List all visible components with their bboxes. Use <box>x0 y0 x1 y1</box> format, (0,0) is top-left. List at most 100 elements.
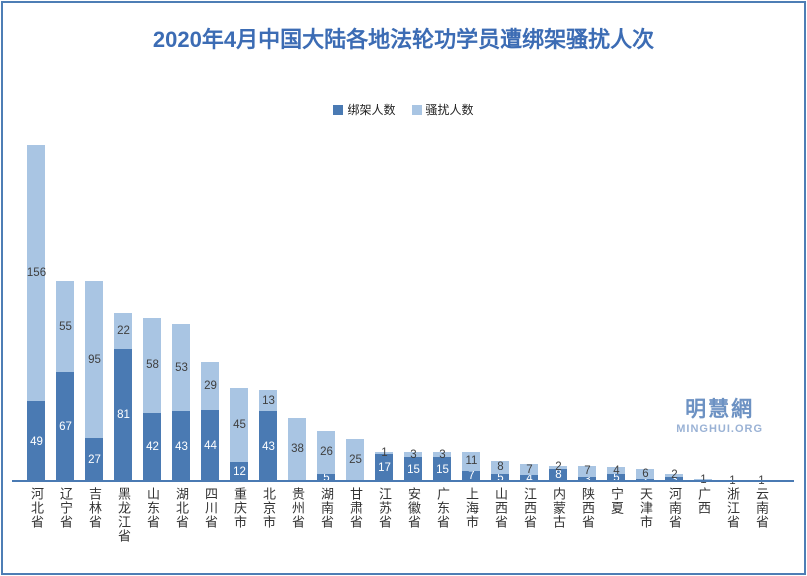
x-axis-label: 吉林省 <box>87 487 102 529</box>
x-axis-label: 浙江省 <box>725 487 740 529</box>
value-label: 58 <box>146 359 159 372</box>
x-axis-label: 重庆市 <box>232 487 247 529</box>
watermark-logo-text: 明慧網 <box>685 398 755 421</box>
x-axis-label: 黑龙江省 <box>116 487 131 543</box>
value-label: 12 <box>233 466 246 479</box>
value-label: 5 <box>613 471 620 484</box>
value-label: 44 <box>204 439 217 452</box>
bar-segment <box>520 475 538 482</box>
value-label: 43 <box>175 440 188 453</box>
value-label: 38 <box>291 443 304 456</box>
x-label-cell: 广东省 <box>428 487 457 543</box>
bar-segment <box>85 437 103 482</box>
x-label-cell: 云南省 <box>747 487 776 543</box>
value-label: 4 <box>613 464 620 477</box>
legend-item-harassed: 骚扰人数 <box>411 101 474 118</box>
chart-title: 2020年4月中国大陆各地法轮功学员遭绑架骚扰人次 <box>152 27 655 52</box>
x-axis-label: 山西省 <box>493 487 508 529</box>
x-label-cell: 重庆市 <box>225 487 254 543</box>
bar-segment <box>317 473 335 482</box>
x-label-cell: 山西省 <box>486 487 515 543</box>
chart-legend: 绑架人数 骚扰人数 <box>0 101 807 118</box>
bar-segment <box>549 465 567 469</box>
bar-column: 43 53 <box>167 145 196 482</box>
bar-segment <box>259 389 277 412</box>
legend-swatch-kidnapped <box>333 104 344 115</box>
legend-swatch-harassed <box>411 104 422 115</box>
x-axis-label: 天津市 <box>638 487 653 529</box>
x-label-cell: 宁夏 <box>602 487 631 543</box>
value-label: 67 <box>59 420 72 433</box>
bar-segment <box>143 317 161 413</box>
x-axis-label: 湖北省 <box>174 487 189 529</box>
bar-segment <box>201 409 219 482</box>
x-label-cell: 贵州省 <box>283 487 312 543</box>
bar-column: 5 26 <box>312 145 341 484</box>
x-axis-label: 四川省 <box>203 487 218 529</box>
bar-segment <box>491 473 509 482</box>
bar-segment <box>404 457 422 482</box>
x-label-cell: 陕西省 <box>573 487 602 543</box>
x-label-cell: 河南省 <box>660 487 689 543</box>
x-label-cell: 黑龙江省 <box>109 487 138 543</box>
x-axis-label: 陕西省 <box>580 487 595 529</box>
bar-segment <box>375 454 393 482</box>
x-axis-labels: 河北省 辽宁省 吉林省 黑龙江省 山东省 湖北省 四川省 重庆市 北京市 贵州省 湖南省 甘肃省 江苏省… <box>22 487 776 543</box>
bar-segment <box>114 348 132 482</box>
bar-segment <box>433 452 451 458</box>
x-axis-label: 广东省 <box>435 487 450 529</box>
legend-label-kidnapped: 绑架人数 <box>347 103 396 117</box>
bar-segment <box>201 362 219 410</box>
bar-segment <box>230 388 248 463</box>
x-label-cell: 内蒙古 <box>544 487 573 543</box>
value-label: 43 <box>262 440 275 453</box>
value-label: 27 <box>88 453 101 466</box>
x-axis-label: 贵州省 <box>290 487 305 529</box>
x-label-cell: 上海市 <box>457 487 486 543</box>
x-axis-line <box>12 480 794 482</box>
x-label-cell: 四川省 <box>196 487 225 543</box>
bar-segment <box>433 457 451 482</box>
value-label: 3 <box>573 473 602 487</box>
bar-column: 37 <box>573 145 602 486</box>
x-axis-label: 辽宁省 <box>58 487 73 529</box>
x-label-cell: 天津市 <box>631 487 660 543</box>
value-label: 4 <box>526 472 533 485</box>
bar-segment <box>636 468 654 479</box>
x-axis-label: 河北省 <box>29 487 44 529</box>
bar-segment <box>56 371 74 482</box>
value-label: 13 <box>262 394 275 407</box>
value-label: 2 <box>555 461 562 474</box>
bar-segment <box>230 462 248 482</box>
x-label-cell: 山东省 <box>138 487 167 543</box>
bar-column: 138 <box>283 145 312 487</box>
bar-segment <box>665 473 683 478</box>
value-label: 81 <box>117 409 130 422</box>
watermark-domain-text: MINGHUI.ORG <box>676 423 763 435</box>
bar-column: 43 13 <box>254 145 283 482</box>
bar-segment <box>259 411 277 482</box>
x-label-cell: 河北省 <box>22 487 51 543</box>
bar-segment <box>578 465 596 478</box>
plot-area: 4915667552795812242584353442912454313138… <box>22 145 776 487</box>
bar-column: 15 3 <box>399 145 428 482</box>
bar-segment <box>375 452 393 455</box>
value-label: 95 <box>88 353 101 366</box>
bar-segment <box>462 452 480 471</box>
bar-column: 27 95 <box>80 145 109 482</box>
value-label: 25 <box>349 453 362 466</box>
value-label: 3 <box>410 448 417 461</box>
bar-column: 7 11 <box>457 145 486 482</box>
bar-segment <box>317 431 335 474</box>
bar-segment <box>694 478 712 481</box>
bar-segment <box>114 312 132 349</box>
bar-segment <box>27 401 45 482</box>
x-label-cell: 广西 <box>689 487 718 543</box>
x-label-cell: 辽宁省 <box>51 487 80 543</box>
x-label-cell: 湖北省 <box>167 487 196 543</box>
value-label: 2 <box>671 469 678 482</box>
x-label-cell: 江苏省 <box>370 487 399 543</box>
x-axis-label: 江苏省 <box>377 487 392 529</box>
